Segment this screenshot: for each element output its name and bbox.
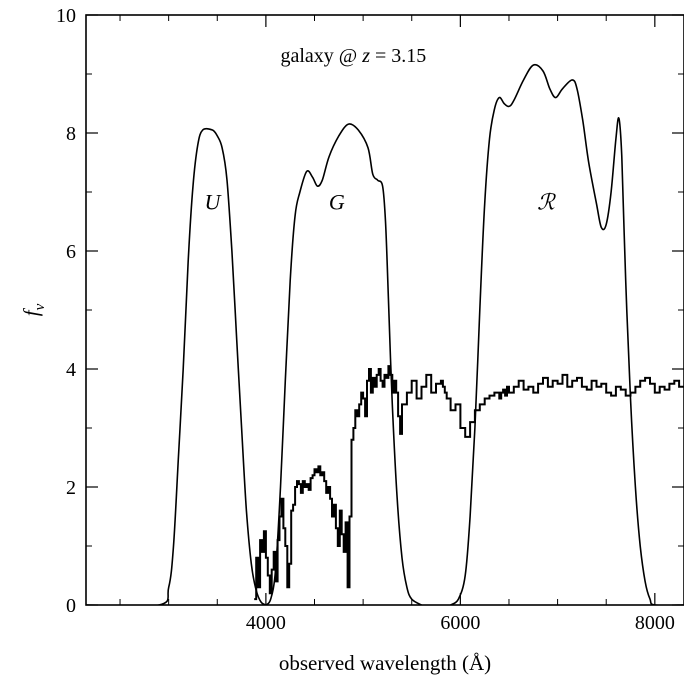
x-tick-label: 8000: [635, 612, 675, 634]
filter-curve-r: [450, 63, 684, 605]
x-tick-label: 6000: [440, 612, 480, 634]
filter-curve-g: [265, 123, 422, 605]
spectrum-line: [254, 365, 684, 601]
filter-curve-u: [86, 127, 267, 605]
y-tick-label: 8: [66, 123, 76, 145]
filter-label-u: U: [204, 190, 222, 215]
redshift-annotation: galaxy @ z = 3.15: [280, 45, 426, 67]
y-tick-label: 6: [66, 241, 76, 263]
x-axis-label: observed wavelength (Å): [279, 651, 491, 675]
y-tick-label: 0: [66, 595, 76, 617]
filter-label-r: ℛ: [537, 190, 556, 215]
tick-labels: 4000 6000 8000 0 2 4 6 8 10 U G ℛ: [56, 5, 675, 634]
x-tick-label: 4000: [246, 612, 286, 634]
spectrum: [254, 365, 684, 601]
filter-label-g: G: [329, 190, 345, 215]
y-tick-label: 10: [56, 5, 76, 27]
y-axis-label: fν: [19, 303, 48, 316]
y-tick-label: 4: [66, 359, 76, 381]
filter-curves: [86, 63, 684, 605]
y-tick-label: 2: [66, 477, 76, 499]
plot-frame: [85, 14, 684, 606]
